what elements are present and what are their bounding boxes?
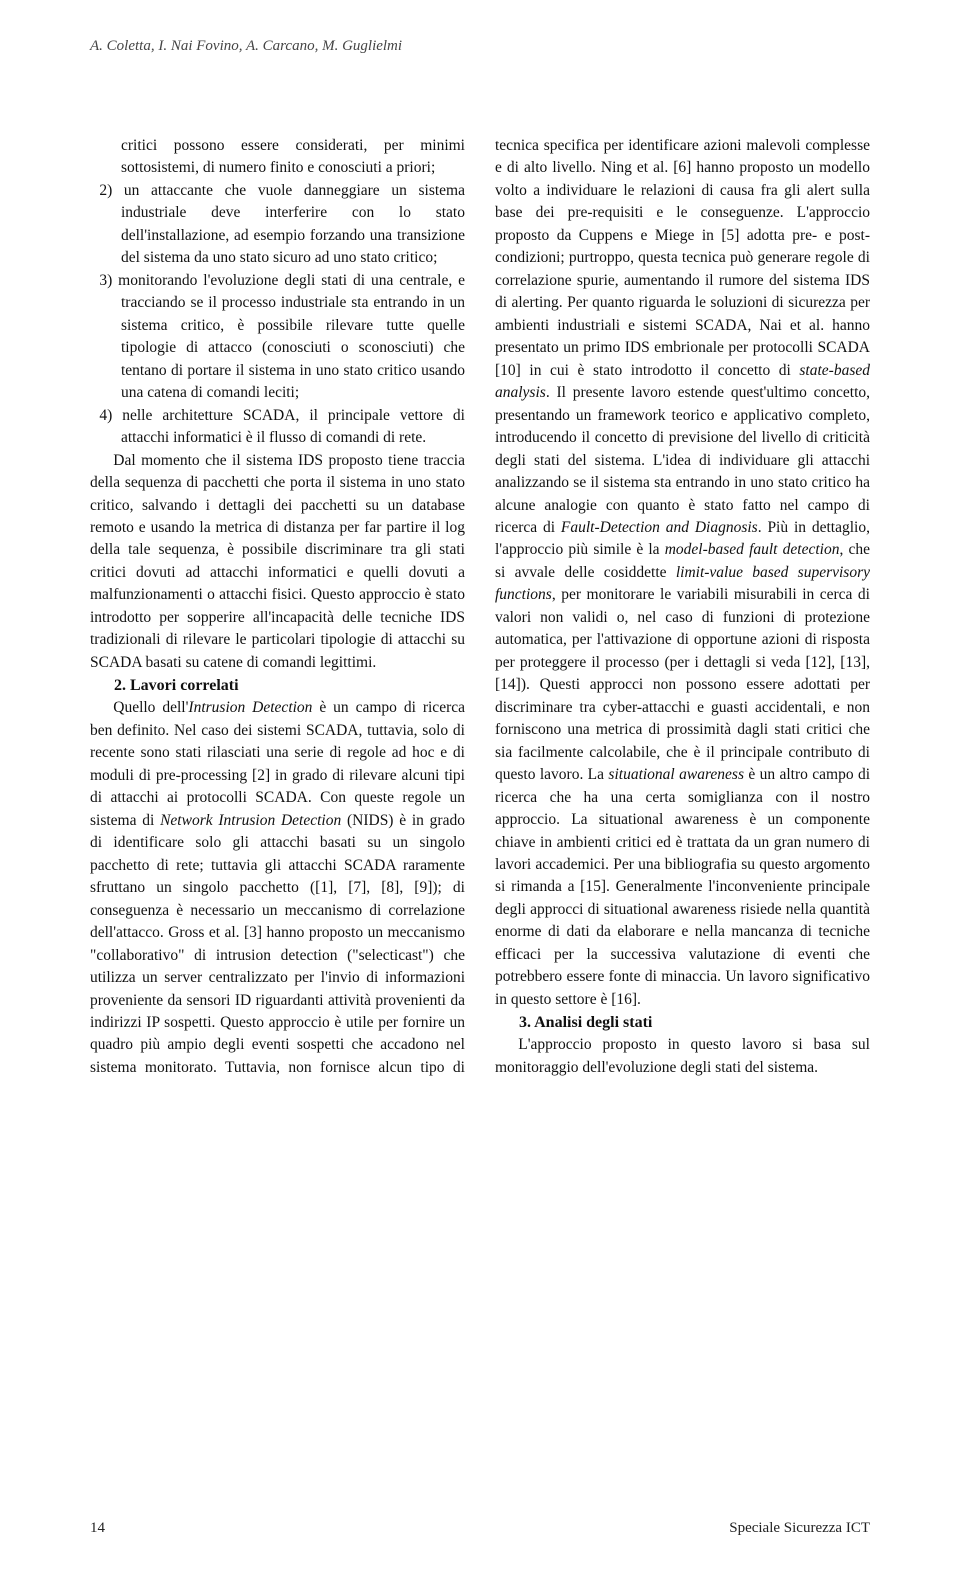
p6i2: Network Intrusion Detection (160, 812, 341, 829)
h3-text: 3. Analisi degli stati (519, 1014, 652, 1031)
p7i2: Fault-Detection and Diagnosis (561, 519, 758, 536)
authors-text: A. Coletta, I. Nai Fovino, A. Carcano, M… (90, 38, 402, 54)
page-number-text: 14 (90, 1520, 105, 1536)
journal-footer: Speciale Sicurezza ICT (729, 1520, 870, 1537)
p5-text: Dal momento che il sistema IDS proposto … (90, 452, 465, 671)
p6a: Quello dell' (113, 699, 188, 716)
paragraph-discussion: Dal momento che il sistema IDS proposto … (90, 450, 465, 675)
section-3-body: L'approccio proposto in questo lavoro si… (495, 1034, 870, 1079)
li3-text: 3) monitorando l'evoluzione degli stati … (99, 272, 465, 401)
section-3-heading: 3. Analisi degli stati (495, 1011, 870, 1034)
body-content: critici possono essere considerati, per … (90, 135, 870, 1505)
section-2-heading: 2. Lavori correlati (90, 674, 465, 697)
p6c: (NIDS) è in grado di identificare solo g… (90, 812, 465, 1054)
h2-text: 2. Lavori correlati (114, 677, 239, 694)
list-item-3: 3) monitorando l'evoluzione degli stati … (90, 270, 465, 405)
journal-text: Speciale Sicurezza ICT (729, 1520, 870, 1536)
intro-continuation: critici possono essere considerati, per … (90, 135, 465, 180)
p6i1: Intrusion Detection (188, 699, 312, 716)
p6b: è un campo di ricerca ben definito. Nel … (90, 699, 465, 828)
li4-text: 4) nelle architetture SCADA, il principa… (99, 407, 465, 446)
p7f: è un altro campo di ricerca che ha una c… (495, 766, 870, 1008)
running-header: A. Coletta, I. Nai Fovino, A. Carcano, M… (90, 38, 402, 55)
p8-text: L'approccio proposto in questo lavoro si… (495, 1036, 870, 1075)
p1-text: critici possono essere considerati, per … (121, 137, 465, 176)
p7i5: situational awareness (608, 766, 744, 783)
list-item-4: 4) nelle architetture SCADA, il principa… (90, 405, 465, 450)
li2-text: 2) un attaccante che vuole danneggiare u… (99, 182, 465, 266)
p7e: , per monitorare le variabili misurabili… (495, 586, 870, 783)
list-item-2: 2) un attaccante che vuole danneggiare u… (90, 180, 465, 270)
p7i3: model-based fault detection (665, 541, 840, 558)
p7b: . Il presente lavoro estende quest'ultim… (495, 384, 870, 536)
page-number: 14 (90, 1520, 105, 1537)
